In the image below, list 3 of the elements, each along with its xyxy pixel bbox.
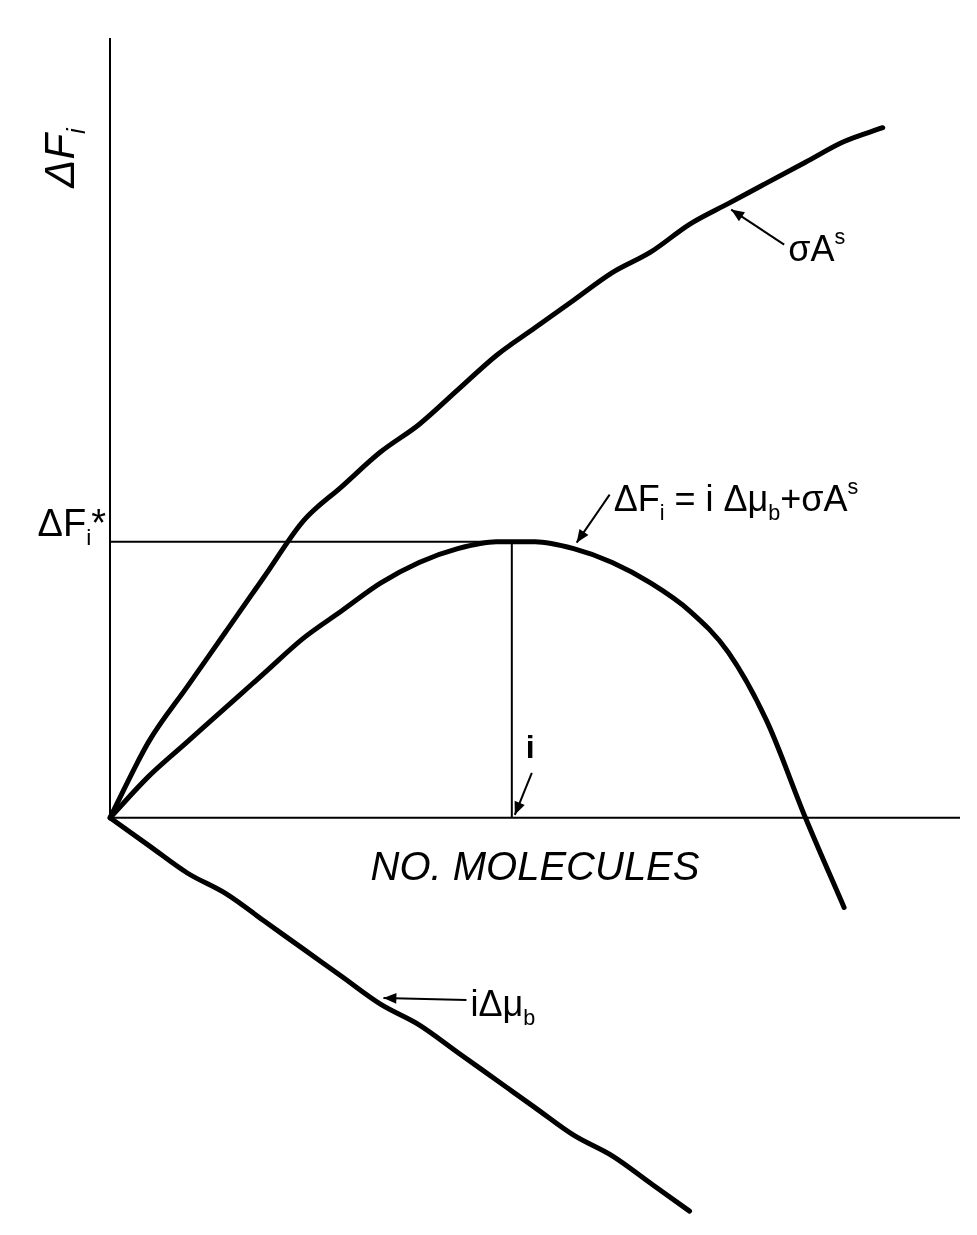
x-axis-title: NO. MOLECULES xyxy=(370,843,700,888)
annotation: i xyxy=(525,728,535,765)
y-axis-title: ΔFi xyxy=(36,126,90,189)
